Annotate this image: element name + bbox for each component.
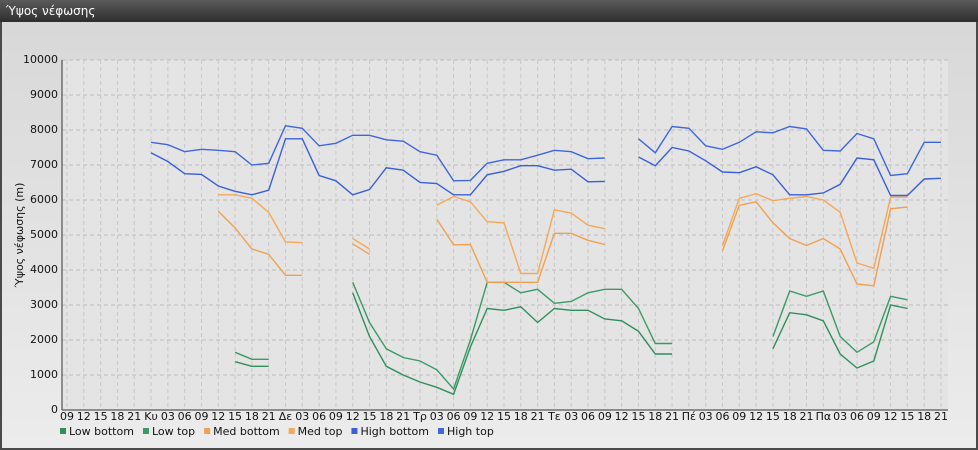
series-line [217, 201, 908, 287]
y-tick-label: 9000 [30, 88, 58, 101]
x-tick-label: 21 [800, 410, 814, 423]
x-tick-label: Πα [816, 410, 832, 423]
x-tick-label: 09 [329, 410, 343, 423]
y-tick-label: 7000 [30, 158, 58, 171]
x-tick-label: 12 [77, 410, 91, 423]
series-line [234, 292, 908, 396]
x-tick-label: 09 [732, 410, 746, 423]
x-tick-label: 12 [480, 410, 494, 423]
chart: Ύψος νέφωσης (m) 0 1000 2000 3000 4000 5000 60… [2, 22, 976, 448]
x-tick-label: 18 [783, 410, 797, 423]
x-tick-label: 09 [194, 410, 208, 423]
x-tick-label: 12 [615, 410, 629, 423]
x-tick-label: 09 [867, 410, 881, 423]
x-tick-label: 18 [110, 410, 124, 423]
series-line [218, 192, 908, 275]
x-tick-label: 18 [245, 410, 259, 423]
legend-label: Low top [152, 425, 195, 438]
y-tick-label: 0 [51, 403, 58, 416]
y-tick-label: 6000 [30, 193, 58, 206]
y-tick-label: 10000 [23, 53, 58, 66]
x-tick-label: 03 [699, 410, 713, 423]
x-tick-label: 12 [346, 410, 360, 423]
x-tick-label: 15 [631, 410, 645, 423]
y-tick-label: 1000 [30, 368, 58, 381]
y-tick-label: 4000 [30, 263, 58, 276]
legend-label: High top [447, 425, 494, 438]
x-tick-label: 15 [497, 410, 511, 423]
legend-swatch [142, 428, 149, 434]
legend-label: Low bottom [69, 425, 134, 438]
series-line [234, 281, 908, 391]
title-bar: Ύψος νέφωσης [0, 0, 978, 22]
legend-swatch [60, 428, 66, 434]
y-tick-label: 3000 [30, 298, 58, 311]
x-tick-label: 03 [295, 410, 309, 423]
x-tick-label: 21 [262, 410, 276, 423]
x-tick-label: 21 [531, 410, 545, 423]
x-tick-label: 18 [379, 410, 393, 423]
x-tick-label: 06 [850, 410, 864, 423]
x-tick-label: 18 [648, 410, 662, 423]
series-line [150, 138, 942, 197]
x-tick-label: 21 [934, 410, 948, 423]
x-tick-label: 06 [178, 410, 192, 423]
x-tick-label: 06 [447, 410, 461, 423]
x-tick-label: 12 [884, 410, 898, 423]
legend-label: Med bottom [213, 425, 280, 438]
x-tick-label: 21 [396, 410, 410, 423]
x-tick-label: 06 [581, 410, 595, 423]
y-tick-label: 5000 [30, 228, 58, 241]
y-axis-label: Ύψος νέφωσης (m) [13, 183, 26, 289]
x-tick-label: 12 [211, 410, 225, 423]
x-tick-label: Πέ [682, 410, 696, 423]
x-tick-label: 03 [430, 410, 444, 423]
x-tick-label: 03 [564, 410, 578, 423]
x-tick-label: 21 [127, 410, 141, 423]
x-tick-label: 09 [463, 410, 477, 423]
x-tick-label: Δε [279, 410, 293, 423]
x-tick-label: 09 [598, 410, 612, 423]
legend-swatch [351, 428, 358, 434]
x-tick-label: 15 [363, 410, 377, 423]
x-tick-label: 15 [766, 410, 780, 423]
legend-label: Med top [298, 425, 343, 438]
x-tick-label: 15 [94, 410, 108, 423]
x-tick-label: 18 [917, 410, 931, 423]
x-tick-label: Τε [547, 410, 561, 423]
x-tick-label: 12 [749, 410, 763, 423]
x-tick-label: 09 [60, 410, 74, 423]
legend-swatch [204, 428, 211, 434]
x-tick-label: 15 [228, 410, 242, 423]
x-tick-label: 03 [161, 410, 175, 423]
x-tick-label: Κυ [144, 410, 158, 423]
x-tick-label: 15 [900, 410, 914, 423]
y-tick-label: 2000 [30, 333, 58, 346]
x-tick-label: 21 [665, 410, 679, 423]
x-tick-label: 06 [716, 410, 730, 423]
series-line [150, 125, 941, 182]
y-tick-label: 8000 [30, 123, 58, 136]
x-tick-label: 06 [312, 410, 326, 423]
x-tick-label: Τρ [412, 410, 427, 423]
x-tick-label: 03 [833, 410, 847, 423]
legend-swatch [438, 428, 444, 434]
x-tick-label: 18 [514, 410, 528, 423]
legend-swatch [288, 428, 295, 434]
legend-label: High bottom [360, 425, 429, 438]
